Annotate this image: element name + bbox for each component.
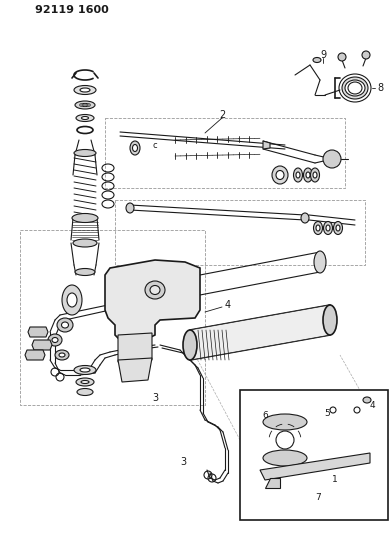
Ellipse shape — [55, 350, 69, 360]
Ellipse shape — [183, 330, 197, 360]
Ellipse shape — [313, 172, 317, 178]
Circle shape — [338, 53, 346, 61]
Ellipse shape — [316, 225, 320, 231]
Ellipse shape — [301, 213, 309, 223]
Ellipse shape — [74, 85, 96, 94]
Ellipse shape — [74, 149, 96, 157]
Text: 4: 4 — [225, 300, 231, 310]
Polygon shape — [25, 350, 45, 360]
Ellipse shape — [334, 222, 343, 235]
Circle shape — [330, 407, 336, 413]
Ellipse shape — [67, 293, 77, 307]
Ellipse shape — [75, 101, 95, 109]
Ellipse shape — [313, 58, 321, 62]
Circle shape — [354, 407, 360, 413]
Text: 5: 5 — [324, 408, 330, 417]
Ellipse shape — [76, 115, 94, 122]
Ellipse shape — [73, 239, 97, 247]
Ellipse shape — [57, 318, 73, 332]
Text: 6: 6 — [262, 410, 268, 419]
Polygon shape — [118, 333, 152, 362]
Text: 9: 9 — [320, 50, 326, 60]
Circle shape — [83, 103, 87, 107]
Text: 2: 2 — [219, 110, 225, 120]
Ellipse shape — [345, 80, 365, 96]
Ellipse shape — [59, 353, 65, 357]
Ellipse shape — [276, 171, 284, 180]
Ellipse shape — [263, 414, 307, 430]
Bar — [240, 390, 388, 520]
Circle shape — [362, 51, 370, 59]
Text: 7: 7 — [315, 494, 321, 503]
Ellipse shape — [294, 168, 303, 182]
Ellipse shape — [52, 337, 58, 343]
Circle shape — [323, 150, 341, 168]
Circle shape — [80, 103, 82, 107]
Ellipse shape — [72, 214, 98, 222]
Ellipse shape — [74, 366, 96, 375]
Polygon shape — [190, 305, 330, 360]
Ellipse shape — [336, 225, 340, 231]
Polygon shape — [265, 478, 280, 488]
Ellipse shape — [276, 431, 294, 449]
Polygon shape — [118, 358, 152, 382]
Polygon shape — [28, 327, 48, 337]
Text: 92119 1600: 92119 1600 — [35, 5, 109, 15]
Ellipse shape — [323, 222, 332, 235]
Ellipse shape — [132, 144, 138, 151]
Ellipse shape — [363, 397, 371, 403]
Ellipse shape — [130, 141, 140, 155]
Ellipse shape — [306, 172, 310, 178]
Ellipse shape — [296, 172, 300, 178]
Ellipse shape — [48, 334, 62, 346]
Ellipse shape — [310, 168, 319, 182]
Ellipse shape — [82, 117, 89, 119]
Text: 8: 8 — [377, 83, 383, 93]
Text: 3: 3 — [180, 457, 186, 467]
Polygon shape — [105, 260, 200, 340]
Ellipse shape — [76, 378, 94, 386]
Ellipse shape — [77, 389, 93, 395]
Ellipse shape — [348, 82, 362, 94]
Ellipse shape — [81, 381, 89, 384]
Ellipse shape — [314, 251, 326, 273]
Polygon shape — [32, 340, 52, 350]
Polygon shape — [263, 141, 270, 149]
Ellipse shape — [80, 368, 90, 372]
Ellipse shape — [75, 269, 95, 276]
Ellipse shape — [272, 166, 288, 184]
Ellipse shape — [126, 203, 134, 213]
Text: 3: 3 — [152, 393, 158, 403]
Ellipse shape — [303, 168, 312, 182]
Ellipse shape — [314, 222, 323, 235]
Text: 4: 4 — [369, 400, 375, 409]
Ellipse shape — [326, 225, 330, 231]
Ellipse shape — [62, 322, 69, 328]
Text: c: c — [153, 141, 157, 149]
Polygon shape — [263, 422, 307, 458]
Ellipse shape — [81, 103, 89, 107]
Ellipse shape — [145, 281, 165, 299]
Ellipse shape — [263, 450, 307, 466]
Ellipse shape — [150, 286, 160, 295]
Polygon shape — [260, 453, 370, 480]
Ellipse shape — [80, 88, 90, 92]
Circle shape — [87, 103, 91, 107]
Ellipse shape — [62, 285, 82, 315]
Ellipse shape — [342, 77, 368, 99]
Ellipse shape — [323, 305, 337, 335]
Text: 1: 1 — [332, 475, 338, 484]
